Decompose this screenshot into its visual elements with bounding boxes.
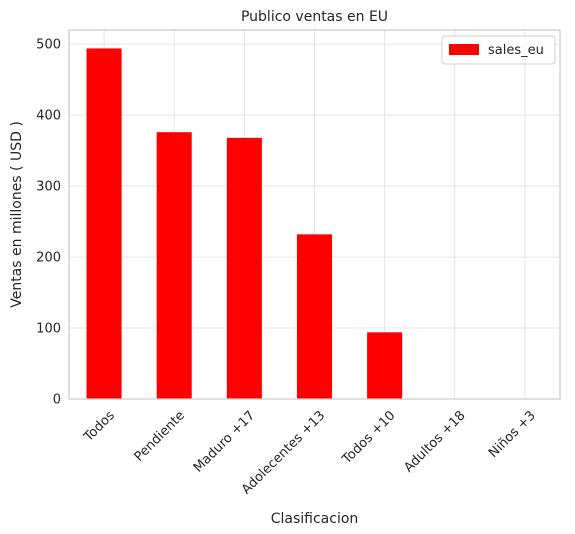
bar (226, 137, 262, 399)
bar (367, 332, 403, 399)
x-tick-label: Todos +10 (339, 408, 399, 468)
legend: sales_eu (441, 35, 556, 65)
y-tick-label: 500 (36, 38, 61, 53)
y-tick-label: 400 (36, 109, 61, 124)
x-tick-label: Maduro +17 (191, 408, 258, 475)
y-axis-ticks: 0 100 200 300 400 500 (36, 38, 61, 408)
legend-swatch (449, 44, 479, 55)
bar (86, 48, 122, 399)
y-axis-label: Ventas en millones ( USD ) (9, 121, 25, 308)
bars (86, 48, 543, 399)
bar (156, 132, 192, 399)
legend-label-sales-eu: sales_eu (488, 43, 544, 58)
legend-box (441, 35, 556, 65)
x-tick-label: Pendiente (132, 408, 188, 464)
x-tick-label: Todos (81, 408, 118, 445)
chart-title: Publico ventas en EU (241, 9, 388, 25)
y-tick-label: 0 (53, 393, 61, 408)
x-axis-label: Clasificacion (271, 511, 359, 527)
y-tick-label: 200 (36, 251, 61, 266)
x-tick-label: Adultos +18 (401, 408, 468, 475)
grid-lines (69, 30, 560, 400)
bar (296, 234, 333, 399)
plot-frame (68, 29, 561, 400)
x-tick-label: Niños +3 (486, 408, 539, 461)
y-tick-label: 300 (36, 180, 61, 195)
y-tick-label: 100 (36, 322, 61, 337)
